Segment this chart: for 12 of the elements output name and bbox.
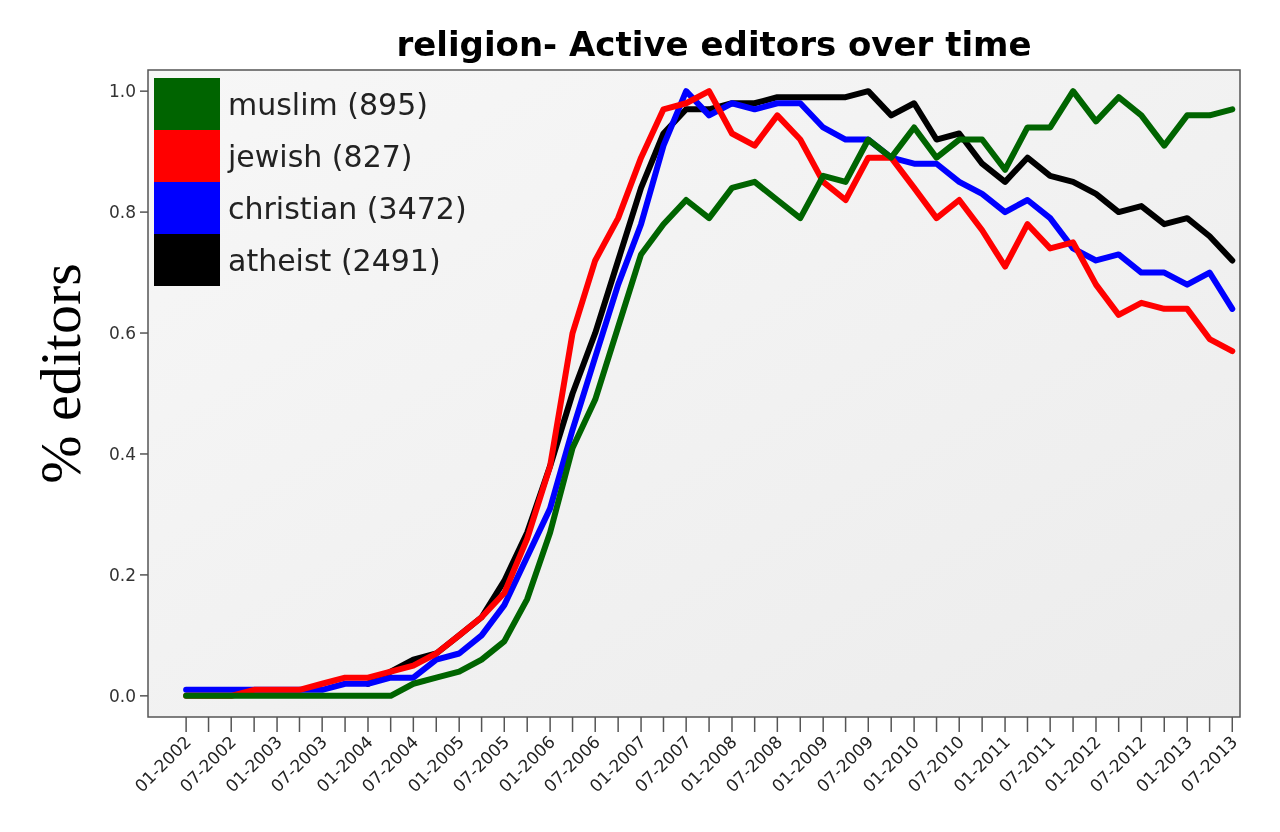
legend-label: muslim (895) [228, 86, 428, 122]
y-tick-label: 1.0 [108, 81, 136, 102]
y-tick-label: 0.8 [108, 202, 136, 223]
legend-label: christian (3472) [228, 190, 467, 226]
legend-label: jewish (827) [227, 138, 413, 174]
y-axis-title: % editors [28, 263, 93, 484]
legend-label: atheist (2491) [228, 242, 441, 278]
y-tick-label: 0.6 [108, 322, 136, 343]
chart-title: religion- Active editors over time [396, 24, 1032, 64]
y-tick-label: 0.0 [108, 685, 136, 706]
y-tick-label: 0.4 [108, 443, 136, 464]
y-tick-label: 0.2 [108, 564, 136, 585]
